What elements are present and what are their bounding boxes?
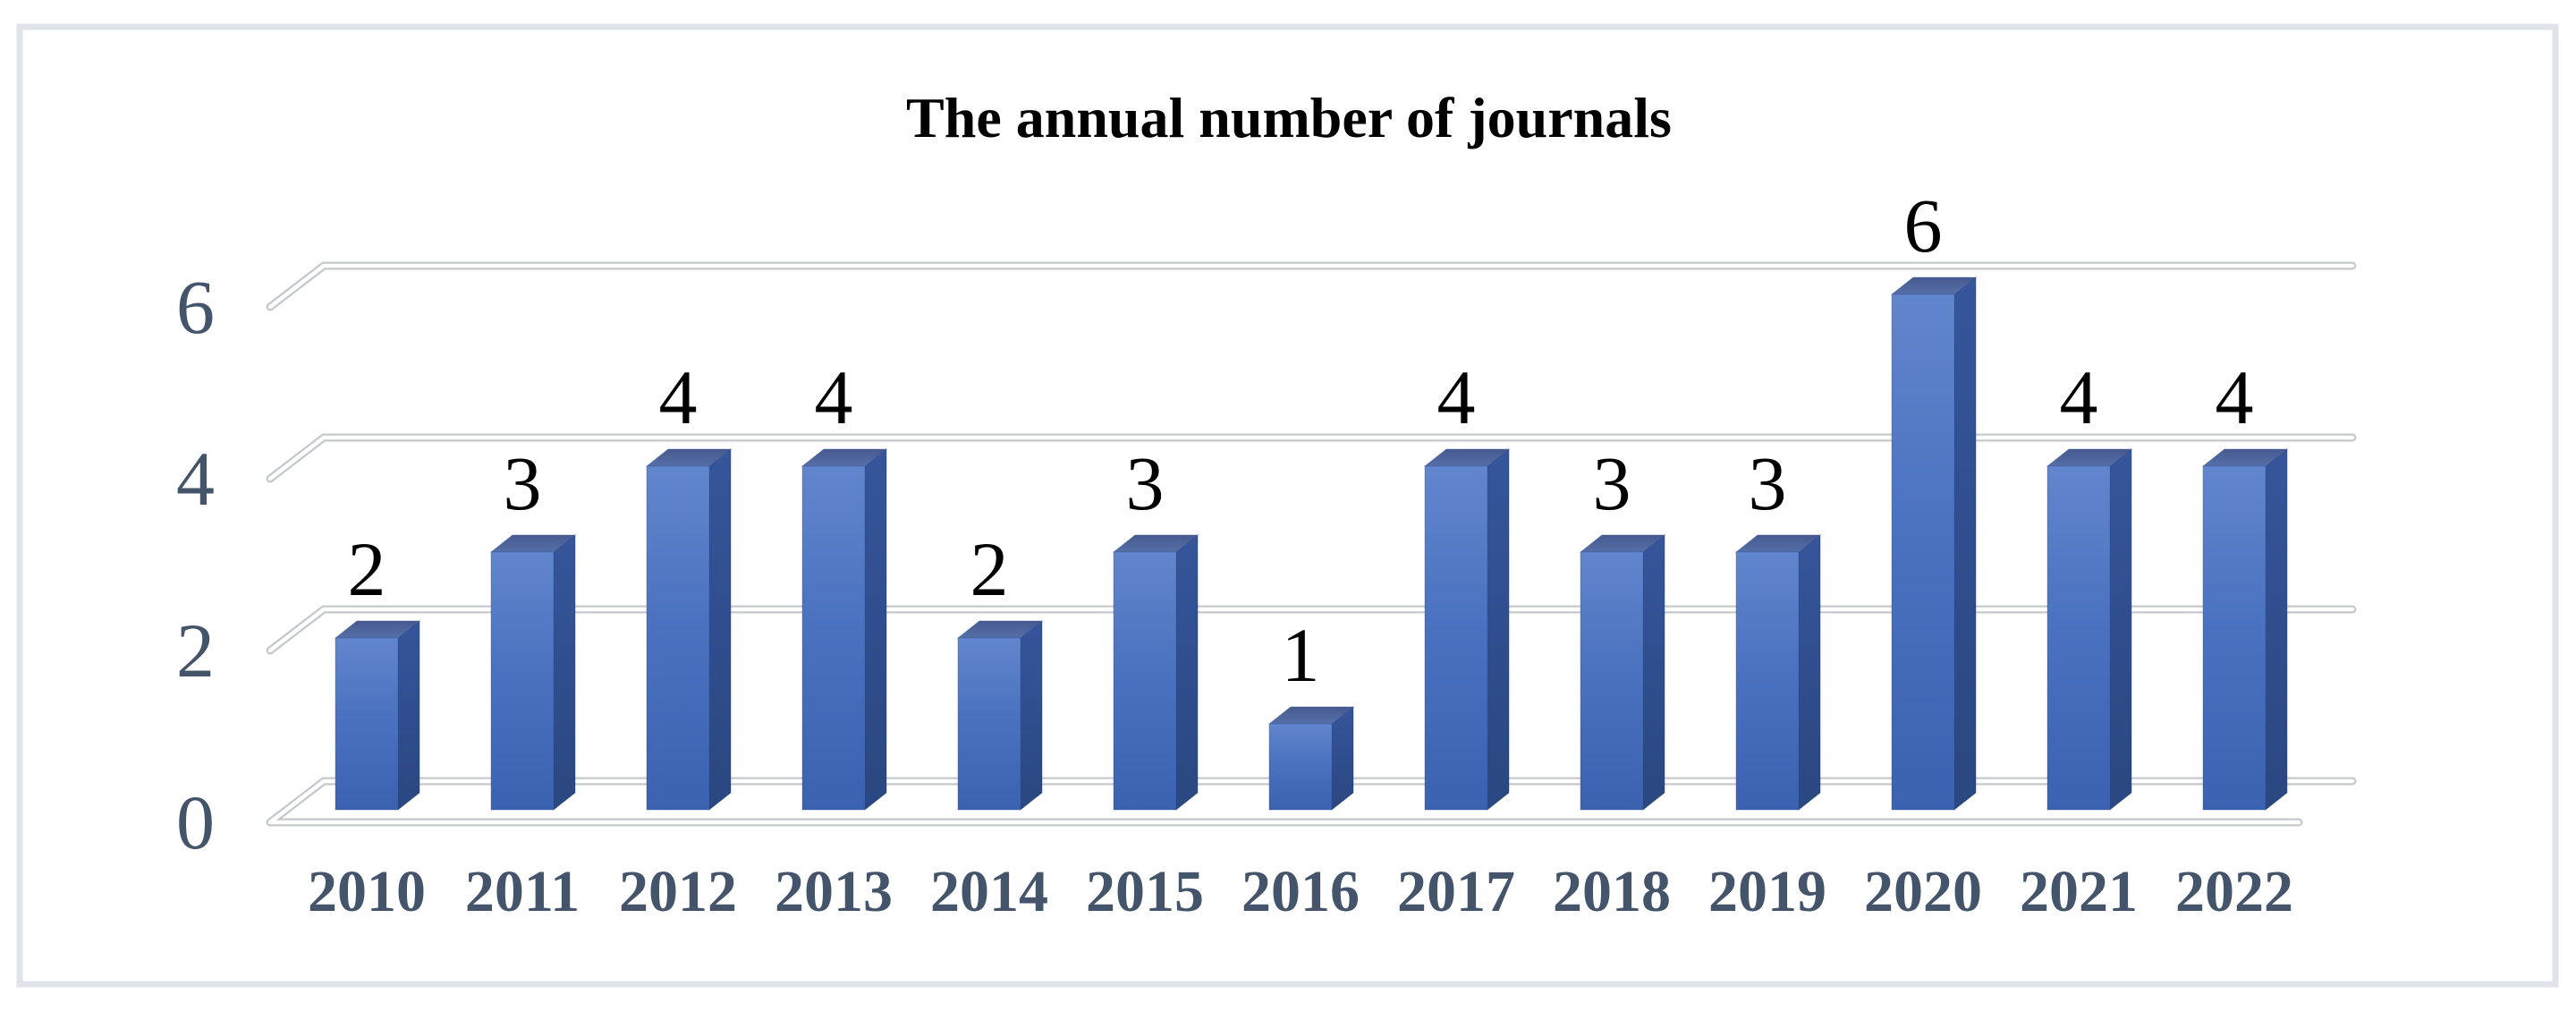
bar-front-face — [646, 465, 710, 811]
chart-title: The annual number of journals — [906, 86, 1672, 149]
bar-side-face — [1642, 533, 1665, 812]
axis-labels-layer: 0 2 4 6 2 2010 3 2011 4 2012 4 2013 2 2014 3 2015 1 2016 4… — [176, 183, 2293, 924]
x-axis-label-2012: 2012 — [619, 859, 737, 924]
gridline-tube-core — [267, 263, 2355, 310]
data-label-2022: 4 — [2216, 354, 2254, 440]
gridline-4 — [266, 433, 2357, 483]
figure-frame-border — [16, 23, 2559, 988]
data-label-2013: 4 — [815, 354, 853, 440]
bar-front-face — [2046, 465, 2111, 811]
x-axis-label-2016: 2016 — [1241, 859, 1360, 924]
bar-side-face — [1953, 276, 1977, 812]
x-axis-label-2020: 2020 — [1864, 859, 1982, 924]
bar-group-2010 — [334, 619, 421, 812]
bar-side-face — [397, 619, 420, 812]
bar-front-face — [335, 637, 399, 811]
y-axis-label-2: 2 — [176, 608, 215, 693]
bar-group-2015 — [1112, 533, 1199, 812]
x-axis-label-2011: 2011 — [465, 859, 580, 924]
bar-side-face — [1487, 447, 1510, 812]
data-label-2010: 2 — [348, 526, 386, 612]
y-axis-label-4: 4 — [176, 436, 215, 522]
data-label-2020: 6 — [1904, 183, 1943, 268]
bar-group-2014 — [956, 619, 1044, 812]
gridline-2 — [266, 605, 2357, 655]
gridline-tube-core — [267, 607, 2355, 653]
bars-layer — [334, 276, 2289, 812]
x-axis-label-2017: 2017 — [1397, 859, 1515, 924]
data-label-2021: 4 — [2060, 354, 2098, 440]
y-axis-label-6: 6 — [176, 264, 215, 350]
bar-side-face — [2109, 447, 2132, 812]
bar-front-face — [801, 465, 866, 811]
bar-side-face — [2265, 447, 2288, 812]
bar-group-2017 — [1423, 447, 1511, 812]
data-label-2011: 3 — [504, 440, 542, 526]
gridline-tube-outline — [266, 261, 2357, 311]
bar-side-face — [1020, 619, 1043, 812]
bar-front-face — [1113, 551, 1177, 811]
bar-front-face — [1735, 551, 1800, 811]
data-label-2014: 2 — [970, 526, 1009, 612]
bar-group-2018 — [1579, 533, 1666, 812]
x-axis-label-2015: 2015 — [1086, 859, 1204, 924]
bar-side-face — [864, 447, 887, 812]
data-label-2018: 3 — [1593, 440, 1631, 526]
bar-front-face — [490, 551, 555, 811]
y-axis-label-0: 0 — [176, 779, 215, 865]
gridline-tube-outline — [266, 433, 2357, 483]
bar-group-2022 — [2201, 447, 2289, 812]
x-axis-label-2013: 2013 — [775, 859, 893, 924]
bar-front-face — [957, 637, 1021, 811]
bar-front-face — [2202, 465, 2267, 811]
data-label-2015: 3 — [1126, 440, 1165, 526]
data-label-2016: 1 — [1282, 612, 1320, 698]
x-axis-label-2018: 2018 — [1553, 859, 1671, 924]
x-axis-label-2010: 2010 — [308, 859, 426, 924]
bar-front-face — [1580, 551, 1644, 811]
bar-group-2016 — [1267, 705, 1355, 812]
bar-side-face — [708, 447, 732, 812]
bar-side-face — [1798, 533, 1821, 812]
x-axis-label-2022: 2022 — [2175, 859, 2293, 924]
bar-front-face — [1891, 293, 1955, 811]
x-axis-label-2021: 2021 — [2020, 859, 2138, 924]
bar-front-face — [1268, 723, 1333, 811]
bar-front-face — [1424, 465, 1488, 811]
bar-group-2013 — [801, 447, 888, 812]
bar-group-2012 — [645, 447, 733, 812]
data-label-2019: 3 — [1749, 440, 1787, 526]
bar-group-2019 — [1734, 533, 1822, 812]
x-axis-label-2019: 2019 — [1708, 859, 1826, 924]
bar-side-face — [553, 533, 576, 812]
bar-side-face — [1331, 705, 1354, 812]
bar-group-2020 — [1890, 276, 1978, 812]
bar-group-2011 — [489, 533, 577, 812]
bar-group-2021 — [2046, 447, 2133, 812]
gridline-tube-core — [267, 435, 2355, 481]
gridline-6 — [266, 261, 2357, 311]
x-axis-label-2014: 2014 — [930, 859, 1048, 924]
data-label-2017: 4 — [1437, 354, 1476, 440]
data-label-2012: 4 — [659, 354, 698, 440]
bar-side-face — [1175, 533, 1199, 812]
